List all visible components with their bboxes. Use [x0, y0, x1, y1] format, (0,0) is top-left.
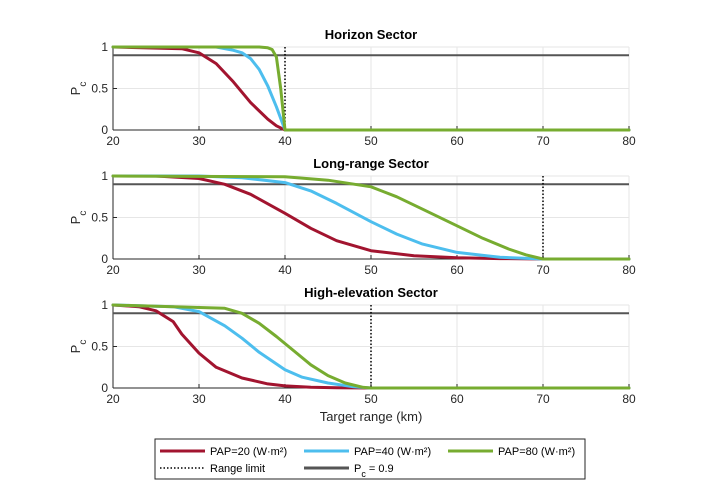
x-tick-label: 80 — [622, 263, 636, 277]
x-tick-label: 60 — [450, 392, 464, 406]
series-line-3 — [111, 174, 631, 261]
x-tick-label: 50 — [364, 392, 378, 406]
x-tick-label: 40 — [278, 134, 292, 148]
x-tick-label: 80 — [622, 392, 636, 406]
x-tick-label: 30 — [192, 263, 206, 277]
x-tick-label: 80 — [622, 134, 636, 148]
y-tick-label: 0 — [101, 381, 108, 395]
x-tick-label: 20 — [106, 392, 120, 406]
panel-title: High-elevation Sector — [304, 285, 438, 300]
y-tick-label: 0.5 — [91, 82, 108, 96]
x-tick-label: 70 — [536, 263, 550, 277]
panel-3: 20 30 40 50 60 70 80 0 0.5 1 High-elevation Sector… — [68, 285, 636, 424]
legend-entry-1: PAP=20 (W·m²) — [160, 446, 287, 458]
y-tick-label: 0.5 — [91, 340, 108, 354]
y-tick-label: 0 — [101, 252, 108, 266]
x-tick-label: 70 — [536, 134, 550, 148]
x-tick-label: 60 — [450, 263, 464, 277]
y-axis-label: Pc — [68, 340, 89, 354]
legend-entry-3: PAP=80 (W·m²) — [448, 446, 575, 458]
legend-label: Pc = 0.9 — [354, 463, 394, 479]
series-line-3 — [111, 45, 631, 132]
series-line-1 — [111, 174, 631, 261]
series-line-3 — [111, 303, 631, 390]
legend-box — [154, 438, 586, 480]
legend-entry-5: Pc = 0.9 — [304, 463, 394, 479]
series-line-1 — [111, 303, 631, 390]
x-tick-label: 60 — [450, 134, 464, 148]
y-axis-label: Pc — [68, 211, 89, 225]
legend-label: PAP=80 (W·m²) — [498, 446, 575, 458]
legend-entry-4: Range limit — [160, 463, 265, 475]
x-tick-label: 40 — [278, 263, 292, 277]
series-line-2 — [111, 45, 631, 132]
series-line-1 — [111, 45, 631, 132]
y-tick-label: 1 — [101, 40, 108, 54]
panel-1: 20 30 40 50 60 70 80 0 0.5 1 Horizon Sector Pc — [68, 27, 636, 148]
x-tick-label: 20 — [106, 263, 120, 277]
legend-entry-2: PAP=40 (W·m²) — [304, 446, 431, 458]
legend-label: PAP=20 (W·m²) — [210, 446, 287, 458]
x-tick-label: 50 — [364, 134, 378, 148]
x-tick-label: 40 — [278, 392, 292, 406]
y-tick-label: 0 — [101, 123, 108, 137]
x-axis-label: Target range (km) — [320, 409, 423, 424]
panel-title: Long-range Sector — [313, 156, 429, 171]
x-tick-label: 20 — [106, 134, 120, 148]
x-tick-label: 30 — [192, 392, 206, 406]
x-tick-label: 50 — [364, 263, 378, 277]
y-tick-label: 1 — [101, 298, 108, 312]
panel-title: Horizon Sector — [325, 27, 417, 42]
legend-label: PAP=40 (W·m²) — [354, 446, 431, 458]
x-tick-label: 70 — [536, 392, 550, 406]
x-tick-label: 30 — [192, 134, 206, 148]
y-axis-label: Pc — [68, 82, 89, 96]
y-tick-label: 0.5 — [91, 211, 108, 225]
panel-2: 20 30 40 50 60 70 80 0 0.5 1 Long-range Sector Pc — [68, 156, 636, 277]
legend: PAP=20 (W·m²) PAP=40 (W·m²) PAP=80 (W·m²) R… — [154, 438, 586, 480]
legend-label: Range limit — [210, 463, 265, 475]
y-tick-label: 1 — [101, 169, 108, 183]
